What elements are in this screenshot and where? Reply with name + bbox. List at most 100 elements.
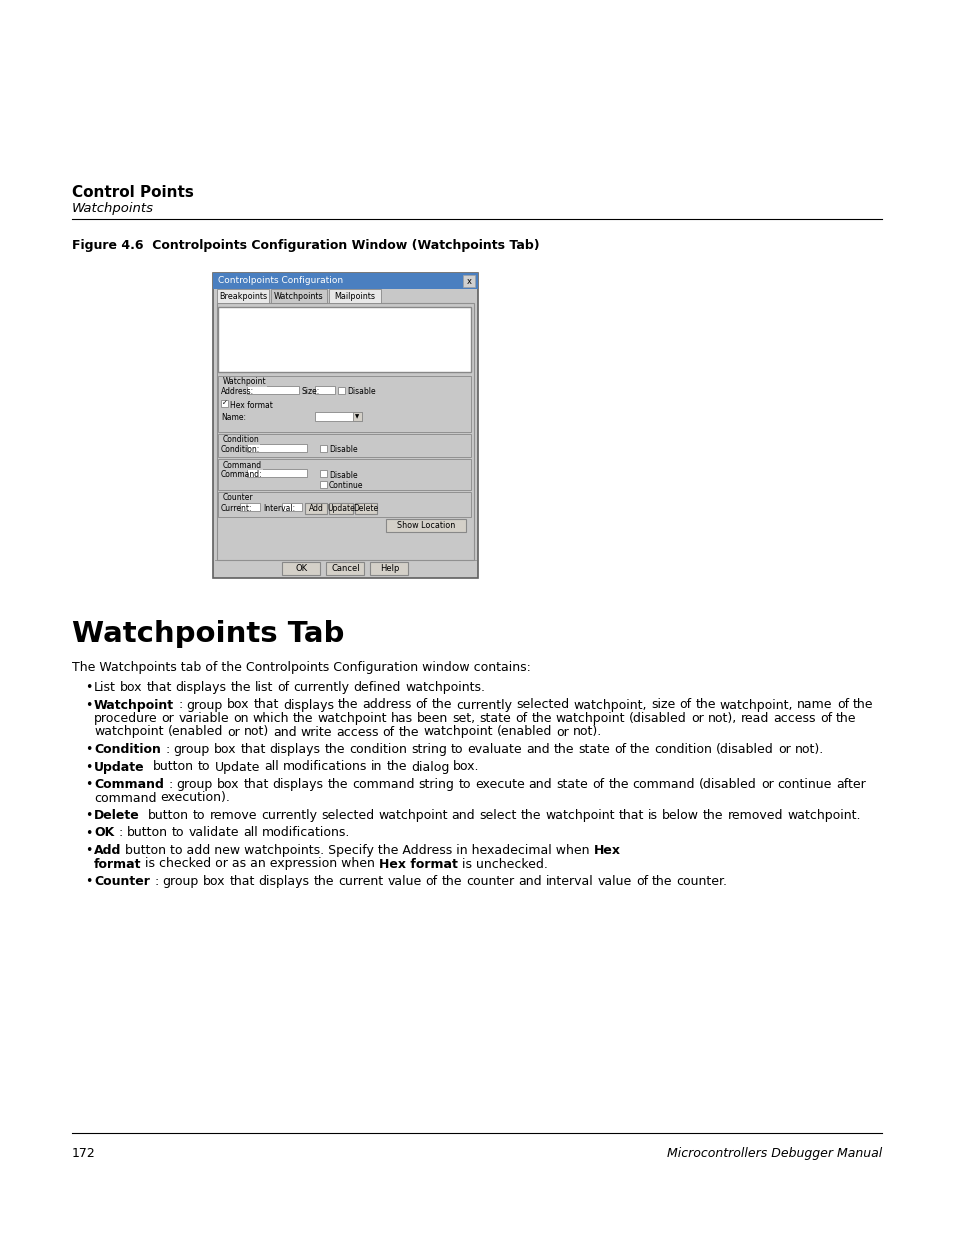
Text: Control Points: Control Points: [71, 185, 193, 200]
Bar: [305, 503, 327, 514]
Text: Command: Command: [94, 778, 164, 790]
Text: Name:: Name:: [221, 412, 246, 422]
Text: counter.: counter.: [676, 876, 727, 888]
Text: (disabled: (disabled: [629, 713, 686, 725]
Text: watchpoints.: watchpoints.: [405, 680, 485, 694]
Text: has: has: [391, 713, 413, 725]
Text: removed: removed: [727, 809, 782, 823]
Text: is checked or as an expression when: is checked or as an expression when: [141, 857, 379, 871]
Text: Delete: Delete: [353, 504, 378, 514]
Text: is unchecked.: is unchecked.: [457, 857, 548, 871]
Text: below: below: [661, 809, 699, 823]
Text: Microcontrollers Debugger Manual: Microcontrollers Debugger Manual: [666, 1147, 882, 1160]
Text: Update: Update: [214, 761, 259, 773]
Text: Update: Update: [327, 504, 355, 514]
Text: group: group: [187, 699, 223, 711]
Text: box.: box.: [453, 761, 479, 773]
Text: Update: Update: [94, 761, 145, 773]
Text: ▼: ▼: [355, 414, 359, 420]
Text: size: size: [650, 699, 675, 711]
Text: to: to: [458, 778, 471, 790]
Text: of: of: [820, 713, 831, 725]
Text: •: •: [85, 743, 92, 756]
Text: the: the: [293, 713, 314, 725]
Text: command: command: [94, 792, 156, 804]
Text: defined: defined: [354, 680, 400, 694]
Bar: [353, 412, 361, 421]
Text: List: List: [94, 680, 115, 694]
Text: state: state: [578, 743, 609, 756]
Text: of: of: [425, 876, 437, 888]
Text: Watchpoints Tab: Watchpoints Tab: [71, 620, 344, 648]
Bar: [329, 503, 353, 514]
Text: Disable: Disable: [329, 446, 357, 454]
Text: the: the: [398, 725, 418, 739]
Text: :: :: [118, 826, 123, 840]
Bar: [247, 445, 307, 452]
Text: address: address: [362, 699, 412, 711]
Text: selected: selected: [321, 809, 374, 823]
Text: state: state: [556, 778, 587, 790]
Text: ✓: ✓: [221, 400, 227, 406]
Bar: [386, 519, 465, 532]
Text: watchpoint: watchpoint: [556, 713, 625, 725]
Text: Condition:: Condition:: [221, 445, 260, 454]
Text: the: the: [553, 743, 574, 756]
Text: select: select: [478, 809, 517, 823]
Text: the: the: [702, 809, 723, 823]
Text: Cancel: Cancel: [331, 564, 359, 573]
Text: of: of: [636, 876, 647, 888]
Text: set,: set,: [452, 713, 475, 725]
Text: watchpoint,: watchpoint,: [720, 699, 793, 711]
Text: group: group: [173, 743, 210, 756]
Bar: [319, 480, 327, 488]
Text: Disable: Disable: [347, 388, 375, 396]
Text: of: of: [416, 699, 428, 711]
Bar: [271, 289, 327, 303]
Text: the: the: [231, 680, 251, 694]
Bar: [370, 562, 408, 576]
Text: that: that: [240, 743, 265, 756]
Bar: [282, 503, 302, 511]
Text: Show Location: Show Location: [396, 521, 455, 530]
Text: group: group: [176, 778, 213, 790]
Bar: [326, 562, 364, 576]
Text: displays: displays: [273, 778, 323, 790]
Bar: [247, 387, 298, 394]
Text: Hex: Hex: [594, 844, 620, 857]
Text: :: :: [168, 778, 172, 790]
Bar: [319, 445, 327, 452]
Text: displays: displays: [258, 876, 310, 888]
Text: the: the: [852, 699, 873, 711]
Text: all: all: [243, 826, 257, 840]
Text: and: and: [525, 743, 549, 756]
Text: that: that: [253, 699, 278, 711]
Text: or: or: [690, 713, 703, 725]
Text: of: of: [679, 699, 691, 711]
Text: or: or: [778, 743, 790, 756]
Text: access: access: [335, 725, 378, 739]
Text: write: write: [300, 725, 332, 739]
Text: button to add new watchpoints. Specify the Address in hexadecimal when: button to add new watchpoints. Specify t…: [121, 844, 594, 857]
Text: Current:: Current:: [221, 504, 253, 513]
Text: of: of: [277, 680, 290, 694]
Text: 172: 172: [71, 1147, 95, 1160]
Text: :: :: [154, 876, 158, 888]
Text: Add: Add: [308, 504, 323, 514]
Text: in: in: [371, 761, 382, 773]
Text: name: name: [797, 699, 832, 711]
Text: Interval:: Interval:: [263, 504, 294, 513]
Text: x: x: [466, 277, 471, 285]
Text: :: :: [178, 699, 183, 711]
Text: value: value: [387, 876, 421, 888]
Bar: [213, 273, 477, 578]
Text: displays: displays: [175, 680, 227, 694]
Text: OK: OK: [94, 826, 114, 840]
Text: Watchpoint: Watchpoint: [223, 378, 266, 387]
Text: box: box: [216, 778, 239, 790]
Text: the: the: [432, 699, 452, 711]
Bar: [462, 275, 475, 287]
Text: button: button: [127, 826, 168, 840]
Text: the: the: [531, 713, 551, 725]
Text: execute: execute: [475, 778, 524, 790]
